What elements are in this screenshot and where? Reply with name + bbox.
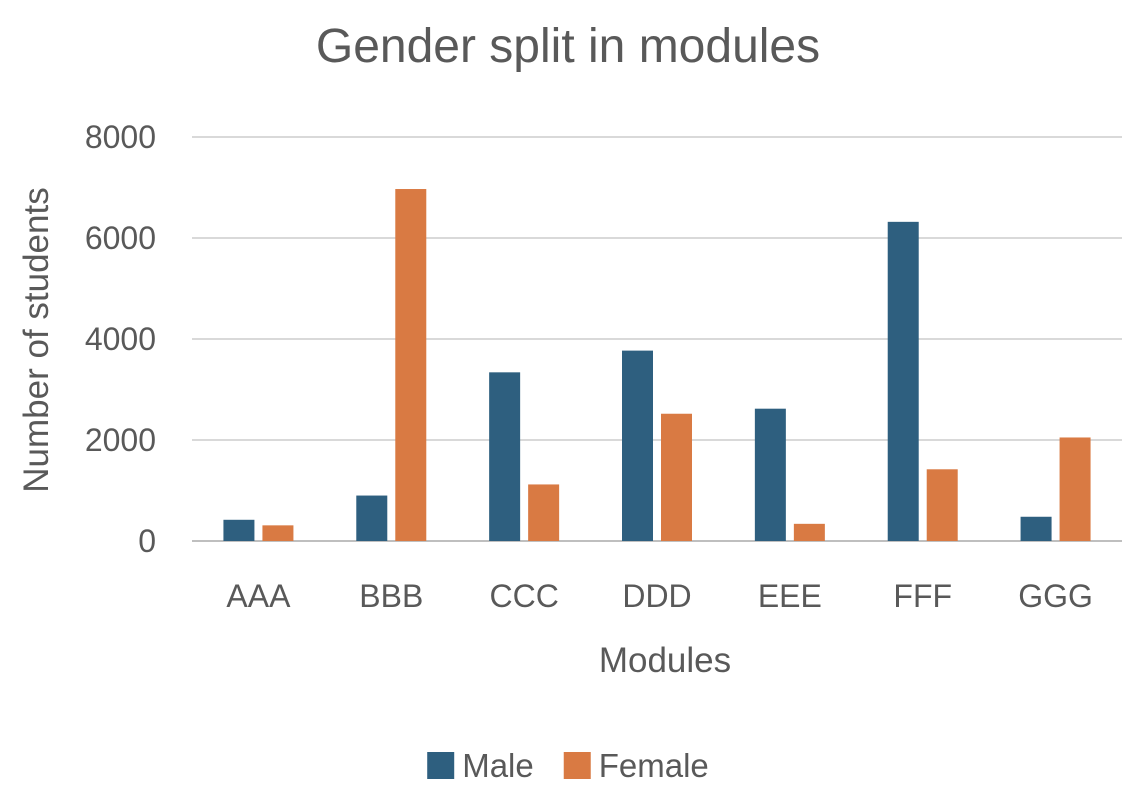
legend: Male Female: [427, 747, 709, 784]
bar-male-ggg: [1020, 516, 1052, 541]
bar-female-fff: [926, 469, 958, 541]
bar-female-aaa: [262, 525, 294, 541]
x-tick-label: GGG: [1018, 578, 1093, 614]
y-tick-label: 4000: [85, 321, 156, 357]
bar-female-eee: [793, 523, 825, 541]
legend-label: Male: [462, 747, 534, 784]
gridlines: [192, 136, 1122, 542]
legend-swatch-female: [563, 752, 591, 779]
y-tick-label: 8000: [85, 119, 156, 155]
bars: [223, 189, 1091, 541]
x-tick-label: BBB: [359, 578, 423, 614]
bar-female-bbb: [395, 189, 427, 541]
bar-male-aaa: [223, 519, 255, 541]
x-axis-ticks: AAA BBB CCC DDD EEE FFF GGG: [226, 578, 1092, 614]
bar-female-ddd: [661, 413, 692, 541]
bar-female-ggg: [1059, 437, 1091, 541]
y-tick-label: 6000: [85, 220, 156, 256]
x-tick-label: EEE: [758, 578, 822, 614]
x-tick-label: DDD: [622, 578, 691, 614]
y-tick-label: 2000: [85, 422, 156, 458]
y-axis-title: Number of students: [17, 187, 56, 492]
bar-male-bbb: [356, 495, 388, 541]
x-tick-label: AAA: [226, 578, 291, 614]
x-axis-title: Modules: [599, 641, 731, 680]
bar-male-ddd: [622, 350, 653, 541]
x-tick-label: CCC: [489, 578, 558, 614]
x-tick-label: FFF: [893, 578, 952, 614]
chart-title: Gender split in modules: [316, 20, 820, 73]
legend-label: Female: [599, 747, 709, 784]
legend-swatch-male: [427, 752, 455, 779]
legend-item-male: Male: [427, 747, 534, 784]
legend-item-female: Female: [563, 747, 709, 784]
y-axis-ticks: 0 2000 4000 6000 8000: [85, 119, 156, 559]
y-tick-label: 0: [138, 523, 156, 559]
bar-male-ccc: [489, 372, 521, 541]
bar-male-fff: [887, 221, 919, 541]
bar-male-eee: [754, 408, 786, 541]
bar-female-ccc: [528, 484, 560, 541]
